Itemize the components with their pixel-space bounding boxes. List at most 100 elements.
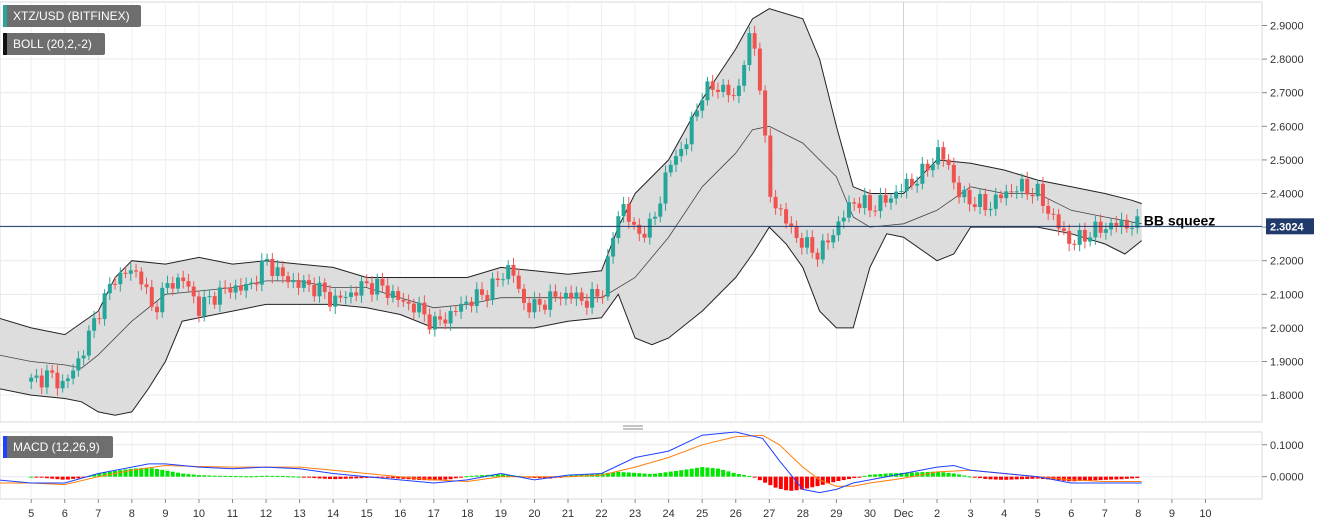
macd-histogram-bar-negative bbox=[1103, 476, 1108, 480]
price-tick-label: 2.4000 bbox=[1270, 189, 1304, 201]
candle-up bbox=[348, 292, 353, 297]
macd-histogram-bar-positive bbox=[658, 472, 663, 477]
time-tick-label: 6 bbox=[62, 508, 68, 520]
macd-histogram-bar-negative bbox=[1093, 476, 1098, 481]
macd-histogram-bar-negative bbox=[39, 476, 44, 478]
macd-histogram-bar-negative bbox=[1030, 476, 1035, 479]
macd-histogram-bar-negative bbox=[338, 476, 343, 479]
macd-histogram-bar-positive bbox=[888, 473, 893, 477]
macd-histogram-bar-negative bbox=[312, 476, 317, 479]
candle-down bbox=[191, 286, 196, 297]
macd-histogram-bar-positive bbox=[925, 471, 930, 477]
boll-legend[interactable]: BOLL (20,2,-2) bbox=[3, 33, 105, 55]
macd-legend-label: MACD (12,26,9) bbox=[13, 440, 100, 454]
macd-histogram-bar-positive bbox=[726, 471, 731, 477]
candle-down bbox=[1051, 213, 1056, 215]
candle-down bbox=[380, 278, 385, 286]
candle-down bbox=[1082, 229, 1087, 242]
candle-down bbox=[1072, 243, 1077, 245]
candle-down bbox=[223, 287, 228, 289]
candle-down bbox=[867, 195, 872, 211]
candle-down bbox=[149, 287, 154, 307]
macd-histogram-bar-negative bbox=[307, 476, 312, 478]
macd-histogram-bar-negative bbox=[846, 476, 851, 480]
candle-up bbox=[888, 198, 893, 203]
macd-histogram-bar-positive bbox=[904, 472, 909, 477]
candle-up bbox=[102, 293, 107, 320]
macd-tick-label: 0.1000 bbox=[1270, 440, 1304, 452]
time-tick-label: 28 bbox=[797, 508, 809, 520]
boll-legend-label: BOLL (20,2,-2) bbox=[13, 37, 92, 51]
macd-histogram-bar-negative bbox=[443, 476, 448, 480]
macd-histogram-bar-positive bbox=[731, 472, 736, 477]
macd-histogram-bar-positive bbox=[689, 468, 694, 477]
price-tick-label: 2.8000 bbox=[1270, 54, 1304, 66]
bb-squeeze-annotation: BB squeez bbox=[1144, 212, 1216, 228]
macd-histogram-bar-positive bbox=[647, 473, 652, 477]
panel-resize-handle[interactable] bbox=[623, 425, 643, 430]
candle-up bbox=[265, 258, 270, 261]
macd-histogram-bar-negative bbox=[826, 476, 831, 484]
time-tick-label: 9 bbox=[162, 508, 168, 520]
macd-histogram-bar-negative bbox=[773, 476, 778, 488]
candle-down bbox=[1009, 191, 1014, 193]
candle-down bbox=[354, 292, 359, 296]
candle-up bbox=[621, 204, 626, 217]
time-tick-label: Dec bbox=[894, 508, 914, 520]
macd-histogram-bar-negative bbox=[1077, 476, 1082, 481]
candle-down bbox=[626, 204, 631, 222]
candle-down bbox=[443, 319, 448, 324]
macd-histogram-bar-negative bbox=[396, 476, 401, 479]
candle-up bbox=[464, 301, 469, 304]
candle-down bbox=[312, 284, 317, 297]
candle-up bbox=[359, 281, 364, 296]
macd-panel[interactable] bbox=[0, 431, 1263, 500]
candle-up bbox=[375, 278, 380, 295]
macd-histogram-bar-positive bbox=[228, 475, 233, 477]
macd-histogram-bar-positive bbox=[621, 472, 626, 477]
candle-down bbox=[1025, 179, 1030, 195]
candle-down bbox=[1098, 221, 1103, 233]
macd-histogram-bar-negative bbox=[815, 476, 820, 487]
macd-histogram-bar-negative bbox=[448, 476, 453, 480]
macd-histogram-bar-positive bbox=[957, 474, 962, 477]
macd-histogram-bar-negative bbox=[763, 476, 768, 483]
macd-histogram-bar-positive bbox=[867, 474, 872, 477]
candle-up bbox=[747, 33, 752, 65]
macd-histogram-bar-positive bbox=[92, 474, 97, 477]
macd-histogram-bar-positive bbox=[663, 472, 668, 477]
macd-histogram-bar-positive bbox=[700, 467, 705, 477]
candle-down bbox=[595, 288, 600, 297]
time-tick-label: 7 bbox=[95, 508, 101, 520]
candle-up bbox=[506, 265, 511, 280]
macd-histogram-bar-positive bbox=[217, 475, 222, 477]
macd-histogram-bar-positive bbox=[259, 475, 264, 477]
symbol-legend[interactable]: XTZ/USD (BITFINEX) bbox=[3, 5, 141, 27]
macd-histogram-bar-positive bbox=[490, 474, 495, 477]
candle-up bbox=[1088, 237, 1093, 242]
candle-down bbox=[1124, 219, 1129, 229]
candle-down bbox=[715, 89, 720, 92]
candle-down bbox=[537, 299, 542, 305]
macd-histogram-bar-positive bbox=[626, 472, 631, 477]
macd-histogram-bar-positive bbox=[165, 470, 170, 477]
candle-down bbox=[553, 291, 558, 297]
candle-up bbox=[275, 267, 280, 276]
candle-down bbox=[852, 202, 857, 204]
macd-legend[interactable]: MACD (12,26,9) bbox=[3, 436, 113, 458]
macd-histogram-bar-negative bbox=[317, 476, 322, 479]
macd-histogram-bar-negative bbox=[333, 476, 338, 480]
candle-down bbox=[778, 208, 783, 210]
time-tick-label: 29 bbox=[830, 508, 842, 520]
macd-histogram-bar-negative bbox=[831, 476, 836, 483]
candle-up bbox=[611, 238, 616, 257]
candle-down bbox=[516, 275, 521, 289]
macd-histogram-bar-positive bbox=[715, 468, 720, 477]
time-tick-label: 7 bbox=[1102, 508, 1108, 520]
candle-down bbox=[726, 84, 731, 96]
candle-down bbox=[438, 316, 443, 320]
candle-down bbox=[1061, 228, 1066, 231]
candle-up bbox=[343, 296, 348, 298]
candle-down bbox=[558, 296, 563, 299]
